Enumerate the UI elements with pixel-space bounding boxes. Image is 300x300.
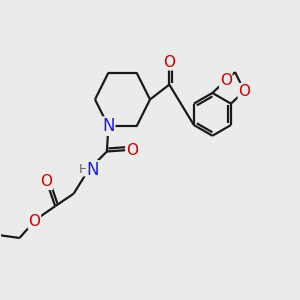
Text: O: O — [126, 142, 138, 158]
Text: O: O — [220, 73, 232, 88]
Text: O: O — [163, 55, 175, 70]
Text: N: N — [102, 117, 115, 135]
Text: O: O — [238, 84, 250, 99]
Text: O: O — [28, 214, 40, 229]
Text: H: H — [78, 163, 88, 176]
Text: O: O — [40, 174, 52, 189]
Text: N: N — [87, 161, 99, 179]
